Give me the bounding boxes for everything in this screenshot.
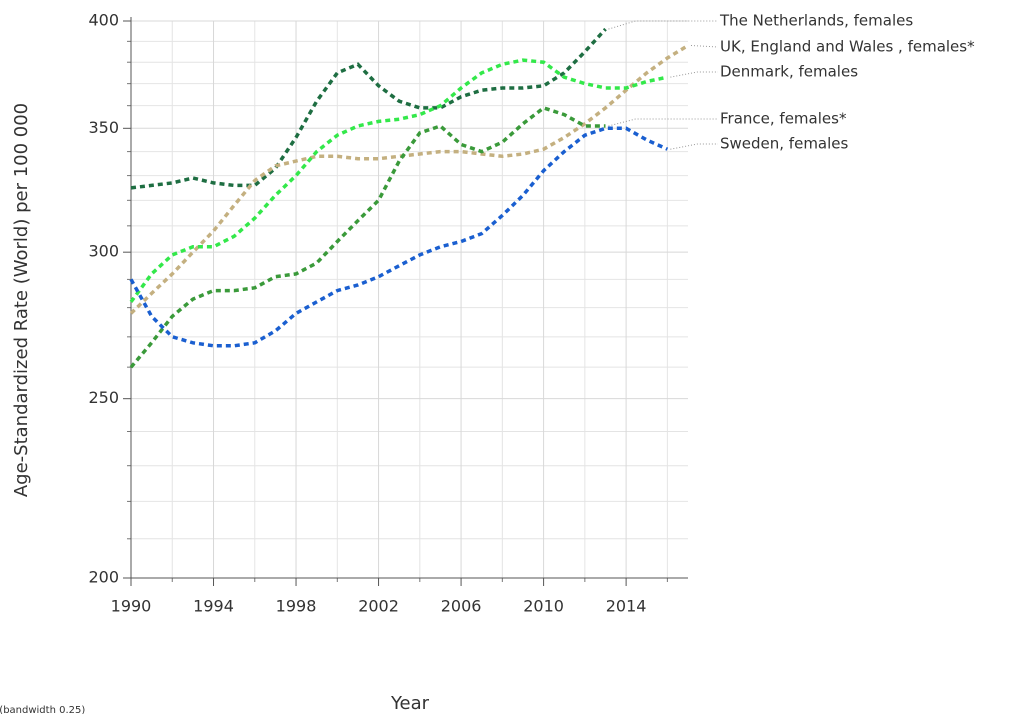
series-line	[129, 44, 689, 315]
series-label: The Netherlands, females	[719, 12, 913, 30]
series-label: Denmark, females	[720, 63, 858, 81]
y-tick-label: 200	[88, 568, 119, 587]
x-tick-label: 1990	[111, 597, 152, 616]
x-tick-label: 2002	[358, 597, 399, 616]
annotation: r (bandwidth 0.25)	[0, 705, 85, 714]
label-leader	[608, 20, 718, 30]
label-leader	[690, 44, 719, 48]
y-tick-label: 300	[88, 242, 119, 261]
x-tick-label: 1998	[276, 597, 317, 616]
series-label: UK, England and Wales , females*	[720, 38, 975, 56]
x-tick-label: 2010	[523, 597, 564, 616]
x-axis-label: Year	[390, 693, 430, 714]
y-tick-label: 250	[88, 388, 119, 407]
label-leader	[608, 118, 718, 127]
x-tick-label: 1994	[193, 597, 234, 616]
label-leader	[670, 143, 718, 150]
y-tick-label: 350	[88, 118, 119, 137]
series-label: France, females*	[720, 110, 847, 128]
x-tick-label: 2014	[606, 597, 647, 616]
label-leader	[670, 71, 718, 78]
series-line	[130, 27, 607, 190]
series-line	[129, 126, 669, 348]
series-label: Sweden, females	[720, 135, 849, 153]
x-tick-label: 2006	[441, 597, 482, 616]
y-tick-label: 400	[88, 11, 119, 30]
series-line	[129, 105, 606, 369]
y-axis-label: Age-Standardized Rate (World) per 100 00…	[11, 103, 32, 497]
